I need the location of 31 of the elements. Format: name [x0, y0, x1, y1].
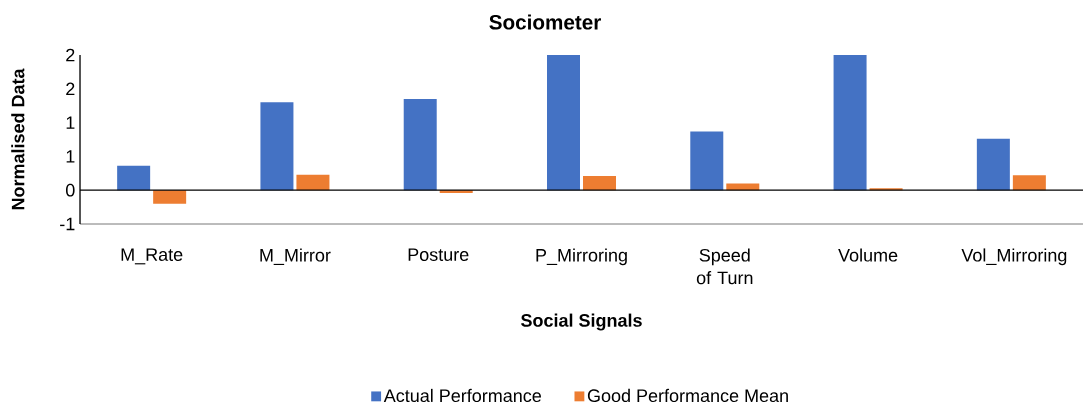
- x-tick-label: M_Mirror: [260, 248, 331, 266]
- x-tick-label: M_Rate: [121, 248, 183, 265]
- chart-title: Sociometer: [489, 14, 601, 30]
- bar: [1012, 175, 1046, 191]
- x-tick-label: Vol_Mirroring: [961, 248, 1067, 266]
- y-tick-label: 1: [66, 150, 75, 163]
- bar: [583, 176, 616, 191]
- bar: [869, 188, 903, 191]
- y-tick-label: 0: [66, 183, 75, 197]
- bar: [976, 138, 1010, 191]
- x-axis-title: Social Signals: [521, 313, 642, 331]
- y-tick-label: 2: [66, 82, 75, 96]
- legend-label: Good Performance Mean: [587, 388, 788, 403]
- x-tick-label: P_Mirroring: [536, 248, 627, 266]
- y-tick-label: 1: [66, 116, 75, 129]
- y-tick-label: -1: [60, 217, 75, 231]
- y-tick-label: 2: [66, 48, 75, 62]
- bar: [403, 98, 437, 191]
- bar: [296, 174, 330, 191]
- bar: [547, 55, 580, 191]
- x-tick-label: Posture: [408, 248, 469, 261]
- legend-label: Actual Performance: [383, 388, 541, 403]
- x-tick-label: Volume: [838, 248, 898, 262]
- bar: [260, 102, 294, 191]
- bar: [690, 131, 724, 191]
- bar: [153, 190, 187, 204]
- y-axis-title: Normalised Data: [11, 68, 25, 210]
- bar: [117, 165, 151, 191]
- bar: [833, 55, 867, 191]
- bar: [726, 183, 760, 191]
- x-tick-label: Speed of Turn: [696, 248, 753, 285]
